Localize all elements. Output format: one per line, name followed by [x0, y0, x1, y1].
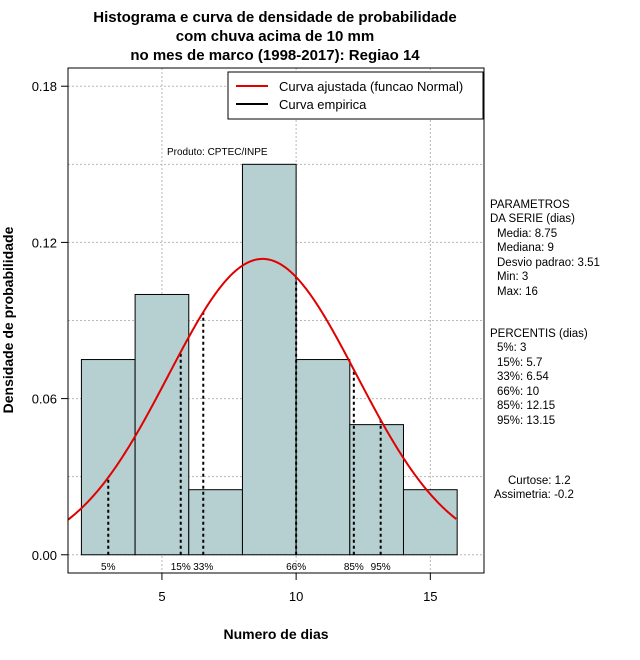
y-axis: 0.00 0.06 0.12 0.18 — [32, 79, 68, 563]
normal-curve — [67, 257, 457, 521]
pct-panel-line-4: 66%: 10 — [497, 386, 539, 398]
pct-panel-line-6: 95%: 13.15 — [497, 415, 555, 427]
param-line-1: DA SERIE (dias) — [490, 213, 575, 225]
percentile-label: 85% — [344, 562, 364, 573]
histogram-bar — [188, 489, 243, 556]
percentiles-panel: PERCENTIS (dias) 5%: 3 15%: 5.7 33%: 6.5… — [490, 328, 588, 427]
histogram-bar — [134, 293, 190, 556]
percentile-lines-layer — [107, 277, 382, 555]
pct-panel-line-0: PERCENTIS (dias) — [490, 328, 588, 340]
legend: Curva ajustada (funcao Normal) Curva emp… — [227, 71, 484, 120]
bars-layer — [80, 163, 458, 556]
legend-box — [227, 71, 484, 120]
percentile-label: 95% — [371, 562, 391, 573]
percentile-label: 33% — [193, 562, 213, 573]
param-line-2: Media: 8.75 — [497, 228, 557, 240]
y-axis-title: Densidade de probabilidade — [0, 226, 16, 413]
y-tick-label: 0.18 — [32, 79, 57, 94]
pct-panel-line-1: 5%: 3 — [497, 342, 526, 354]
percentile-labels-layer: 5% 15% 33% 66% 85% 95% — [101, 562, 391, 573]
legend-empirical-label: Curva empirica — [279, 97, 367, 112]
param-line-6: Max: 16 — [497, 286, 538, 298]
x-axis: 5 10 15 — [158, 573, 438, 604]
y-tick-label: 0.12 — [32, 235, 57, 250]
param-line-5: Min: 3 — [497, 271, 528, 283]
x-axis-title: Numero de dias — [223, 626, 328, 642]
histogram-bar — [295, 359, 351, 556]
chart-title-line-2: com chuva acima de 10 mm — [176, 28, 374, 45]
x-tick-label: 10 — [289, 589, 303, 604]
legend-normal-label: Curva ajustada (funcao Normal) — [279, 79, 463, 94]
y-tick-label: 0.06 — [32, 392, 57, 407]
param-line-3: Mediana: 9 — [497, 242, 554, 254]
skewness-text: Assimetria: -0.2 — [494, 489, 574, 501]
percentile-label: 15% — [171, 562, 191, 573]
param-line-0: PARAMETROS — [490, 199, 570, 211]
curve-layer — [67, 257, 457, 521]
y-tick-label: 0.00 — [32, 548, 57, 563]
percentile-label: 66% — [286, 562, 306, 573]
histogram-bar — [80, 359, 136, 556]
chart-title-line-1: Histograma e curva de densidade de proba… — [93, 9, 456, 26]
param-line-4: Desvio padrao: 3.51 — [497, 257, 600, 269]
pct-panel-line-3: 33%: 6.54 — [497, 371, 549, 383]
shape-stats-panel: Curtose: 1.2 Assimetria: -0.2 — [494, 475, 574, 501]
percentile-label: 5% — [101, 562, 116, 573]
x-tick-label: 5 — [158, 589, 165, 604]
product-annotation: Produto: CPTEC/INPE — [167, 147, 268, 158]
chart-title-line-3: no mes de marco (1998-2017): Regiao 14 — [130, 47, 420, 64]
kurtosis-text: Curtose: 1.2 — [508, 475, 571, 487]
series-parameters-panel: PARAMETROS DA SERIE (dias) Media: 8.75 M… — [490, 199, 600, 298]
pct-panel-line-2: 15%: 5.7 — [497, 357, 542, 369]
pct-panel-line-5: 85%: 12.15 — [497, 400, 555, 412]
histogram-bar — [241, 163, 297, 556]
x-tick-label: 15 — [423, 589, 437, 604]
histogram-bar — [402, 489, 458, 556]
plot-frame — [67, 67, 485, 574]
